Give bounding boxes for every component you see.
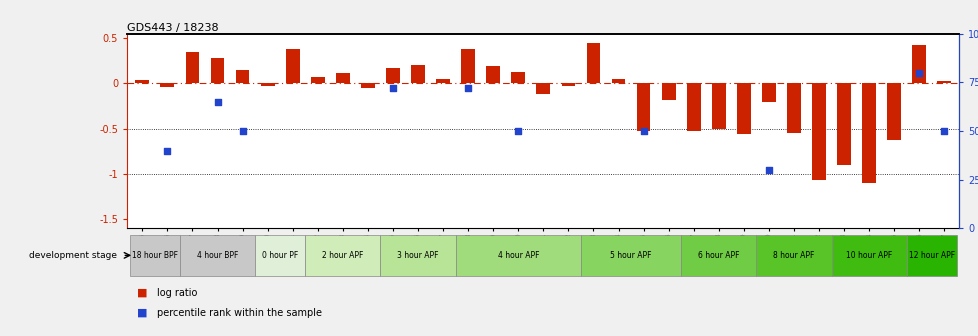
Bar (236, 70, 249, 83)
Bar (135, 80, 149, 83)
Bar (711, 83, 725, 129)
Text: 12 hour APF: 12 hour APF (908, 251, 954, 260)
Bar (687, 83, 700, 131)
Bar (255, 235, 305, 276)
Bar (661, 83, 675, 100)
Bar (436, 79, 450, 83)
Point (510, 128, 525, 134)
Text: ■: ■ (137, 308, 148, 318)
Bar (586, 43, 600, 83)
Point (460, 85, 475, 91)
Bar (812, 83, 825, 180)
Bar (636, 83, 649, 131)
Text: 2 hour APF: 2 hour APF (322, 251, 363, 260)
Point (936, 128, 952, 134)
Text: development stage: development stage (29, 251, 117, 260)
Bar (361, 83, 375, 88)
Bar (385, 68, 399, 83)
Bar (761, 83, 775, 101)
Bar (611, 79, 625, 83)
Bar (411, 65, 424, 83)
Point (384, 85, 400, 91)
Text: 0 hour PF: 0 hour PF (262, 251, 298, 260)
Bar (937, 81, 951, 83)
Bar (886, 83, 900, 140)
Bar (186, 52, 200, 83)
Point (760, 167, 776, 173)
Point (635, 128, 650, 134)
Bar (486, 66, 500, 83)
Point (911, 70, 926, 75)
Bar (260, 83, 274, 86)
Bar (862, 83, 875, 183)
Bar (311, 77, 325, 83)
Text: 10 hour APF: 10 hour APF (845, 251, 891, 260)
Point (159, 148, 175, 153)
Text: 4 hour APF: 4 hour APF (497, 251, 539, 260)
Text: 3 hour APF: 3 hour APF (397, 251, 438, 260)
Point (209, 99, 225, 104)
Text: ■: ■ (137, 288, 148, 298)
Point (235, 128, 250, 134)
Text: 4 hour BPF: 4 hour BPF (197, 251, 238, 260)
Text: 8 hour APF: 8 hour APF (773, 251, 814, 260)
Bar (160, 83, 174, 87)
Bar (736, 83, 750, 134)
Bar (681, 235, 756, 276)
Bar (286, 49, 299, 83)
Text: 6 hour APF: 6 hour APF (697, 251, 738, 260)
Bar (911, 45, 925, 83)
Bar (305, 235, 380, 276)
Text: percentile rank within the sample: percentile rank within the sample (156, 308, 322, 318)
Bar (906, 235, 956, 276)
Bar (756, 235, 830, 276)
Text: log ratio: log ratio (156, 288, 197, 298)
Bar (335, 74, 349, 83)
Bar (836, 83, 850, 165)
Bar (830, 235, 906, 276)
Text: 18 hour BPF: 18 hour BPF (132, 251, 178, 260)
Bar (561, 83, 575, 86)
Bar (455, 235, 580, 276)
Text: 5 hour APF: 5 hour APF (609, 251, 651, 260)
Text: GDS443 / 18238: GDS443 / 18238 (127, 23, 219, 33)
Bar (580, 235, 681, 276)
Bar (180, 235, 255, 276)
Bar (536, 83, 550, 94)
Bar (786, 83, 800, 133)
Bar (380, 235, 455, 276)
Bar (461, 49, 474, 83)
Bar (130, 235, 180, 276)
Bar (511, 72, 524, 83)
Bar (210, 58, 224, 83)
